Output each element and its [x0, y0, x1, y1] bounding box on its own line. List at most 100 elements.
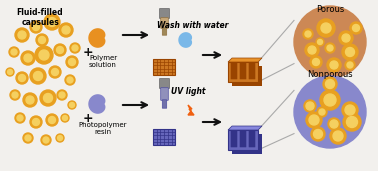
Text: Fluid-filled
capsules: Fluid-filled capsules — [17, 8, 63, 27]
Circle shape — [330, 120, 338, 128]
Circle shape — [39, 50, 49, 60]
Circle shape — [57, 135, 62, 141]
Circle shape — [46, 114, 58, 126]
Text: Porous: Porous — [316, 5, 344, 14]
Circle shape — [9, 47, 19, 57]
Circle shape — [321, 23, 331, 33]
Circle shape — [34, 71, 42, 81]
Circle shape — [30, 68, 46, 84]
Circle shape — [342, 34, 350, 42]
Circle shape — [308, 46, 316, 54]
Circle shape — [313, 58, 319, 65]
Circle shape — [325, 43, 335, 53]
Circle shape — [33, 23, 39, 30]
Circle shape — [320, 90, 340, 110]
FancyBboxPatch shape — [161, 18, 168, 28]
FancyBboxPatch shape — [153, 129, 175, 145]
FancyBboxPatch shape — [240, 130, 246, 147]
Circle shape — [25, 135, 31, 141]
Circle shape — [313, 129, 322, 139]
Circle shape — [19, 75, 25, 82]
Circle shape — [318, 40, 322, 44]
Circle shape — [8, 69, 12, 75]
Circle shape — [57, 90, 67, 100]
Circle shape — [43, 94, 53, 102]
Circle shape — [306, 112, 322, 128]
Circle shape — [330, 61, 338, 69]
Polygon shape — [228, 58, 262, 62]
Polygon shape — [179, 33, 191, 47]
FancyBboxPatch shape — [153, 59, 175, 75]
FancyBboxPatch shape — [231, 62, 237, 79]
Circle shape — [343, 113, 361, 131]
Circle shape — [17, 115, 23, 121]
Circle shape — [319, 109, 325, 115]
Circle shape — [23, 93, 37, 107]
Circle shape — [325, 80, 335, 89]
FancyBboxPatch shape — [249, 62, 255, 79]
FancyBboxPatch shape — [249, 130, 255, 147]
Circle shape — [41, 135, 51, 145]
Circle shape — [39, 36, 45, 43]
FancyBboxPatch shape — [232, 134, 262, 154]
Circle shape — [317, 19, 335, 37]
Circle shape — [345, 48, 355, 56]
Circle shape — [12, 92, 18, 98]
Circle shape — [310, 56, 322, 68]
Circle shape — [15, 113, 25, 123]
Circle shape — [67, 77, 73, 83]
Circle shape — [323, 77, 337, 91]
Circle shape — [317, 107, 327, 117]
FancyBboxPatch shape — [232, 66, 262, 86]
Circle shape — [72, 45, 78, 51]
Circle shape — [306, 102, 314, 110]
Circle shape — [24, 54, 32, 62]
Polygon shape — [188, 105, 194, 115]
Circle shape — [70, 43, 80, 53]
Circle shape — [23, 133, 33, 143]
Circle shape — [347, 116, 358, 128]
Circle shape — [324, 94, 336, 106]
FancyBboxPatch shape — [160, 9, 169, 18]
Circle shape — [10, 90, 20, 100]
Circle shape — [56, 47, 64, 54]
Circle shape — [48, 17, 56, 27]
Circle shape — [51, 69, 59, 76]
Circle shape — [56, 134, 64, 142]
FancyBboxPatch shape — [240, 62, 246, 79]
Text: +: + — [83, 45, 93, 58]
FancyBboxPatch shape — [162, 100, 167, 108]
Circle shape — [15, 28, 29, 42]
Circle shape — [328, 118, 340, 130]
Circle shape — [68, 101, 76, 109]
Text: UV light: UV light — [171, 88, 205, 96]
Circle shape — [330, 128, 346, 144]
FancyBboxPatch shape — [162, 28, 167, 35]
Text: Polymer
solution: Polymer solution — [89, 55, 117, 68]
Circle shape — [36, 34, 48, 46]
Circle shape — [309, 115, 319, 125]
Circle shape — [311, 127, 325, 141]
Circle shape — [345, 60, 355, 70]
FancyBboxPatch shape — [160, 78, 169, 89]
Circle shape — [70, 102, 74, 108]
Circle shape — [54, 44, 66, 56]
Circle shape — [35, 46, 53, 64]
Circle shape — [339, 31, 353, 45]
Circle shape — [30, 116, 42, 128]
Circle shape — [305, 43, 319, 57]
Circle shape — [49, 66, 61, 78]
Circle shape — [316, 38, 324, 46]
Circle shape — [62, 26, 70, 34]
Circle shape — [350, 22, 362, 34]
Circle shape — [11, 49, 17, 55]
Circle shape — [59, 23, 73, 37]
Circle shape — [66, 56, 78, 68]
Text: Photopolymer
resin: Photopolymer resin — [79, 122, 127, 135]
FancyBboxPatch shape — [161, 88, 168, 100]
Circle shape — [68, 58, 76, 65]
Circle shape — [61, 114, 69, 122]
Circle shape — [59, 92, 65, 98]
Polygon shape — [89, 95, 105, 113]
Circle shape — [333, 131, 343, 141]
